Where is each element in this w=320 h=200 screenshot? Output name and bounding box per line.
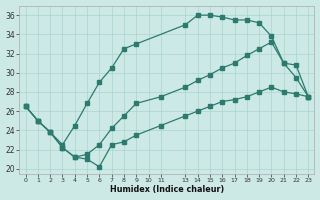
- X-axis label: Humidex (Indice chaleur): Humidex (Indice chaleur): [110, 185, 224, 194]
